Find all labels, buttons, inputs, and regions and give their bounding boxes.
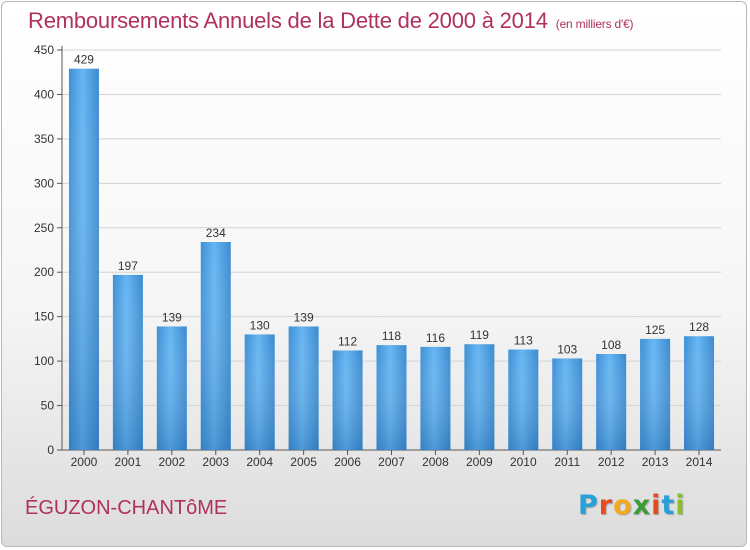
bar-shade-2014 [684,336,715,450]
data-label-2014: 128 [689,320,709,334]
y-tick-label: 450 [34,43,54,57]
x-tick-label-2000: 2000 [71,455,98,469]
data-label-2000: 429 [74,53,94,67]
bar-shade-2007 [376,345,407,450]
bar-shade-2002 [156,326,187,450]
data-label-2008: 116 [426,331,445,345]
logo-letter: t [661,490,676,521]
tick-labels: 0 50 100 150 200 250 300 350 400 450 429 2000 197 200… [34,43,713,469]
x-tick-label-2001: 2001 [115,455,142,469]
bar-shade-2006 [332,350,363,450]
chart-title: Remboursements Annuels de la Dette de 20… [28,8,634,34]
x-tick-label-2012: 2012 [598,455,625,469]
logo-letter: i [651,490,662,521]
y-tick-label: 300 [34,176,54,190]
x-tick-label-2011: 2011 [554,455,580,469]
x-tick-label-2009: 2009 [466,455,493,469]
y-tick-label: 400 [34,87,54,101]
y-tick-label: 50 [41,399,55,413]
data-label-2007: 118 [382,329,401,343]
bar-shade-2005 [288,326,319,450]
bar-shade-2009 [464,344,495,450]
bar-shade-2001 [112,274,143,450]
logo-letter: x [632,490,652,521]
x-tick-label-2006: 2006 [334,455,361,469]
x-tick-label-2008: 2008 [422,455,449,469]
y-tick-label: 200 [34,265,54,279]
bar-shade-2004 [244,334,275,450]
bar-shade-2010 [508,349,539,450]
data-label-2011: 103 [557,342,577,356]
y-tick-label: 0 [47,443,54,457]
commune-name: ÉGUZON-CHANTôME [25,497,228,519]
bar-shade-2013 [640,338,671,450]
bar-shade-2003 [200,242,231,450]
data-label-2006: 112 [338,334,357,348]
x-tick-label-2014: 2014 [686,455,713,469]
data-label-2002: 139 [162,310,182,324]
logo-letter: i [675,490,686,521]
x-tick-label-2007: 2007 [378,455,405,469]
bars [68,68,715,451]
proxiti-logo: Proxiti [578,490,686,521]
data-label-2004: 130 [250,318,270,332]
x-tick-label-2010: 2010 [510,455,537,469]
x-tick-label-2005: 2005 [290,455,317,469]
logo-letter: P [578,490,599,521]
bar-shade-2011 [552,358,583,450]
y-tick-label: 250 [34,221,54,235]
bar-shade-2012 [596,354,627,450]
x-tick-label-2002: 2002 [158,455,185,469]
data-label-2013: 125 [645,323,665,337]
data-label-2003: 234 [206,226,226,240]
logo-letter: r [598,490,614,521]
y-tick-label: 350 [34,132,54,146]
data-label-2005: 139 [294,310,314,324]
bar-shade-2000 [68,68,99,451]
title-text: Remboursements Annuels de la Dette de 20… [28,8,548,33]
y-tick-label: 100 [34,354,54,368]
data-label-2001: 197 [118,259,138,273]
x-tick-label-2004: 2004 [246,455,273,469]
data-label-2009: 119 [470,328,489,342]
x-tick-label-2003: 2003 [202,455,229,469]
title-unit: (en milliers d'€) [555,17,634,31]
logo-letter: o [613,490,633,521]
y-tick-label: 150 [34,310,54,324]
data-label-2010: 113 [514,334,533,348]
x-tick-label-2013: 2013 [642,455,669,469]
data-label-2012: 108 [601,338,621,352]
bar-shade-2008 [420,346,451,450]
